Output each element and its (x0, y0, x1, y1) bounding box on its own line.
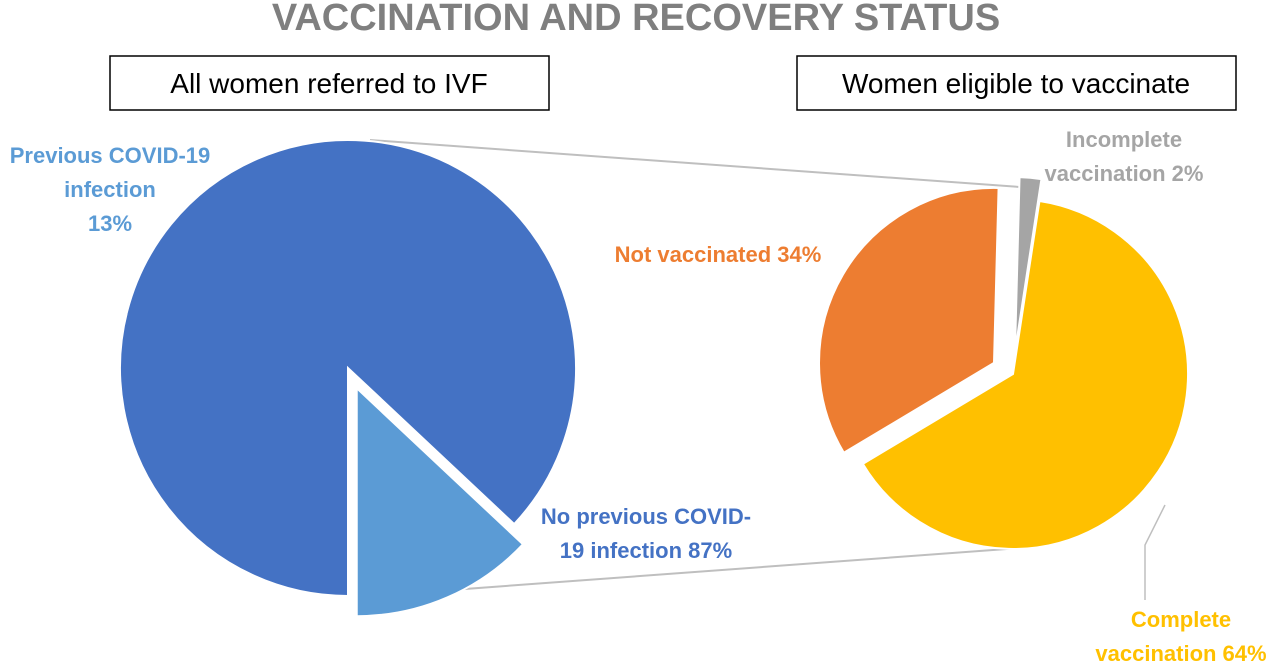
connector-line-top (369, 139, 1021, 188)
slice-label-previous: Previous COVID-19 infection 13% (10, 143, 211, 236)
slice-label-line: Not vaccinated 34% (615, 242, 822, 267)
complete-leader-line (1144, 504, 1166, 600)
slice-label-no-previous: No previous COVID- 19 infection 87% (541, 504, 751, 563)
pie-slice-complete (861, 199, 1189, 550)
chart-title: VACCINATION AND RECOVERY STATUS (272, 0, 1000, 39)
slice-label-line: No previous COVID- (541, 504, 751, 529)
slice-label-complete: Complete vaccination 64% (1095, 607, 1266, 666)
pie-slice-not-vaccinated (818, 186, 1000, 455)
right-pie-header-box (796, 55, 1237, 111)
left-pie-header-box (109, 55, 550, 111)
slice-label-line: 13% (88, 211, 132, 236)
pie-slice-incomplete (1013, 176, 1043, 353)
slice-label-line: Incomplete (1066, 127, 1182, 152)
slice-label-not-vaccinated: Not vaccinated 34% (615, 242, 822, 267)
right-pie-name: Women eligible to vaccinate (842, 68, 1190, 99)
slice-label-line: 19 infection 87% (560, 538, 732, 563)
slice-label-line: vaccination 64% (1095, 641, 1266, 666)
slice-label-line: vaccination 2% (1045, 161, 1204, 186)
pie-slice-no-previous (119, 139, 577, 598)
right-pie-header: Women eligible to vaccinate (796, 55, 1237, 111)
left-pie-header: All women referred to IVF (109, 55, 550, 111)
left-pie (119, 139, 577, 618)
slice-label-line: Previous COVID-19 (10, 143, 211, 168)
slice-labels: Previous COVID-19 infection 13% No previous… (10, 127, 1267, 666)
pie-slice-previous (355, 385, 525, 618)
slice-label-line: infection (64, 177, 156, 202)
slice-label-incomplete: Incomplete vaccination 2% (1045, 127, 1204, 186)
slice-label-line: Complete (1131, 607, 1231, 632)
left-pie-name: All women referred to IVF (170, 68, 487, 99)
connector-line-bottom (369, 547, 1021, 597)
right-pie (818, 176, 1189, 550)
